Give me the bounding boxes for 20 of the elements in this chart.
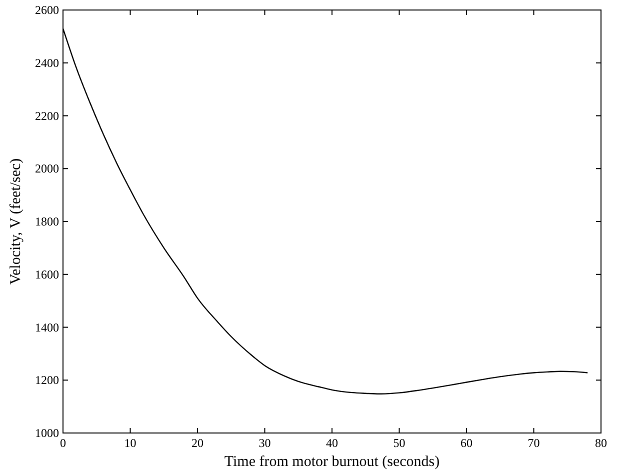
y-tick-label: 2000 [35, 162, 59, 176]
y-axis-title: Velocity, V (feet/sec) [8, 158, 24, 285]
x-tick-label: 10 [124, 436, 136, 450]
y-tick-label: 1800 [35, 214, 59, 228]
y-tick-label: 2600 [35, 3, 59, 17]
x-tick-label: 50 [393, 436, 406, 450]
y-tick-label: 1200 [35, 373, 59, 388]
x-tick-label: 70 [528, 436, 540, 450]
x-tick-label: 60 [460, 436, 472, 450]
x-tick-label: 20 [192, 436, 204, 450]
x-tick-label: 0 [60, 436, 66, 450]
y-tick-label: 2400 [35, 56, 59, 70]
x-axis-title: Time from motor burnout (seconds) [224, 454, 440, 470]
y-tick-label: 2200 [35, 108, 59, 123]
y-tick-label: 1600 [35, 267, 59, 282]
y-tick-label: 1400 [35, 320, 59, 334]
x-tick-label: 80 [595, 436, 607, 450]
x-tick-label: 30 [258, 436, 271, 450]
x-tick-label: 40 [326, 436, 338, 450]
y-tick-label: 1000 [35, 426, 59, 440]
